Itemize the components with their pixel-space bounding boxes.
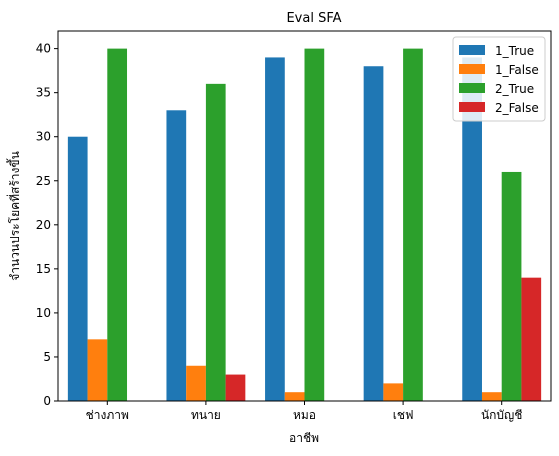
bar-1_True-1 bbox=[166, 110, 187, 402]
x-tick-label: ทนาย bbox=[191, 408, 221, 422]
x-tick-label: ช่างภาพ bbox=[86, 408, 129, 422]
x-axis-label: อาชีพ bbox=[289, 431, 319, 445]
bar-2_True-0 bbox=[107, 48, 128, 401]
legend-label-2_True: 2_True bbox=[495, 82, 534, 96]
x-tick-label: หมอ bbox=[293, 408, 316, 422]
legend-swatch-2_False bbox=[459, 102, 485, 112]
y-tick-label: 0 bbox=[43, 394, 51, 408]
legend-swatch-2_True bbox=[459, 83, 485, 93]
legend-label-2_False: 2_False bbox=[495, 101, 539, 115]
y-tick-label: 35 bbox=[36, 86, 51, 100]
bar-1_True-0 bbox=[67, 136, 88, 401]
legend-label-1_False: 1_False bbox=[495, 63, 539, 77]
bar-2_True-2 bbox=[304, 48, 325, 401]
y-tick-label: 40 bbox=[36, 42, 51, 56]
y-axis: 0 5 10 15 20 25 30 35 40 bbox=[36, 42, 58, 408]
legend: 1_True 1_False 2_True 2_False bbox=[452, 36, 546, 122]
bar-2_True-1 bbox=[205, 83, 226, 401]
bar-1_False-1 bbox=[186, 365, 206, 401]
y-axis-label: จำนวนประโยคที่สร้างขึ้น bbox=[6, 151, 22, 281]
y-tick-label: 30 bbox=[36, 130, 51, 144]
bar-1_False-2 bbox=[284, 392, 305, 401]
y-tick-label: 15 bbox=[36, 262, 51, 276]
bars-layer bbox=[67, 48, 542, 402]
x-tick-label: เชฟ bbox=[393, 408, 414, 422]
bar-1_False-0 bbox=[87, 339, 108, 401]
bar-1_True-2 bbox=[265, 57, 285, 402]
bar-2_False-1 bbox=[225, 374, 246, 401]
bar-1_True-3 bbox=[363, 66, 384, 401]
bar-1_False-3 bbox=[383, 383, 404, 401]
bar-1_True-4 bbox=[462, 57, 482, 402]
legend-label-1_True: 1_True bbox=[495, 44, 534, 58]
x-tick-label: นักบัญชี bbox=[481, 408, 522, 422]
y-tick-label: 25 bbox=[36, 174, 51, 188]
y-tick-label: 20 bbox=[36, 218, 51, 232]
bar-1_False-4 bbox=[481, 392, 502, 401]
chart-title: Eval SFA bbox=[286, 11, 341, 26]
legend-swatch-1_True bbox=[459, 45, 485, 55]
y-tick-label: 5 bbox=[43, 350, 51, 364]
y-tick-label: 10 bbox=[36, 306, 51, 320]
legend-box bbox=[452, 36, 546, 122]
bar-2_False-4 bbox=[521, 277, 542, 401]
legend-swatch-1_False bbox=[459, 64, 485, 74]
bar-2_True-4 bbox=[501, 171, 522, 401]
x-axis: ช่างภาพ ทนาย หมอ เชฟ นักบัญชี bbox=[86, 401, 522, 422]
bar-2_True-3 bbox=[403, 48, 423, 401]
